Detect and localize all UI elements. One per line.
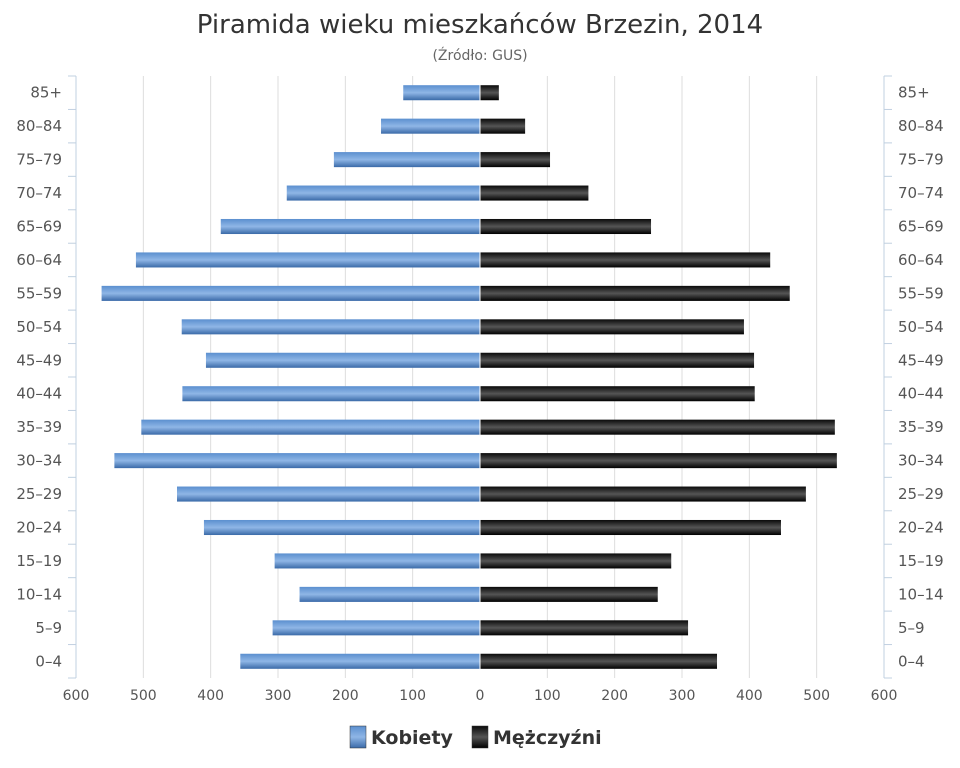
- legend-label[interactable]: Kobiety: [371, 727, 454, 749]
- bar-kobiety[interactable]: [101, 285, 480, 301]
- bar-mezczyzni[interactable]: [480, 319, 744, 335]
- bar-mezczyzni[interactable]: [480, 653, 718, 669]
- bar-kobiety[interactable]: [403, 85, 480, 101]
- bars: [101, 76, 837, 678]
- category-label-left: 15–19: [16, 552, 62, 570]
- x-tick-label: 300: [265, 688, 292, 704]
- category-label-right: 80–84: [898, 117, 944, 135]
- category-label-right: 85+: [898, 84, 930, 102]
- x-tick-label: 200: [332, 688, 359, 704]
- bar-mezczyzni[interactable]: [480, 553, 672, 569]
- bar-mezczyzni[interactable]: [480, 185, 589, 201]
- bar-kobiety[interactable]: [299, 586, 480, 602]
- bar-kobiety[interactable]: [203, 519, 480, 536]
- category-label-right: 30–34: [898, 452, 944, 470]
- bar-kobiety[interactable]: [182, 386, 481, 402]
- chart-title: Piramida wieku mieszkańców Brzezin, 2014: [197, 10, 763, 40]
- bar-mezczyzni[interactable]: [480, 118, 526, 134]
- category-label-left: 20–24: [16, 519, 62, 537]
- category-label-right: 15–19: [898, 552, 944, 570]
- x-tick-label: 600: [63, 688, 90, 704]
- x-tick-label: 0: [476, 688, 485, 704]
- category-label-left: 70–74: [16, 184, 62, 202]
- labels: 600 500 400 300 200 100 0 100 200 300 400 500 600 85+…: [16, 84, 943, 704]
- category-label-right: 0–4: [898, 652, 925, 670]
- legend-label[interactable]: Mężczyźni: [493, 727, 602, 749]
- x-tick-label: 400: [736, 688, 763, 704]
- category-label-right: 50–54: [898, 318, 944, 336]
- bar-kobiety[interactable]: [177, 486, 480, 502]
- bar-mezczyzni[interactable]: [480, 285, 790, 301]
- category-label-right: 70–74: [898, 184, 944, 202]
- category-label-left: 75–79: [16, 151, 62, 169]
- legend-swatch[interactable]: [349, 725, 367, 749]
- x-tick-label: 300: [669, 688, 696, 704]
- x-tick-label: 400: [197, 688, 224, 704]
- bar-mezczyzni[interactable]: [480, 519, 781, 536]
- bar-mezczyzni[interactable]: [480, 352, 755, 368]
- category-label-right: 10–14: [898, 585, 944, 603]
- bar-kobiety[interactable]: [220, 218, 480, 235]
- category-label-right: 60–64: [898, 251, 944, 269]
- category-label-right: 20–24: [898, 519, 944, 537]
- bar-kobiety[interactable]: [286, 185, 480, 201]
- bar-mezczyzni[interactable]: [480, 586, 658, 602]
- x-tick-label: 200: [601, 688, 628, 704]
- x-tick-label: 100: [534, 688, 561, 704]
- category-label-left: 50–54: [16, 318, 62, 336]
- bar-kobiety[interactable]: [274, 553, 480, 569]
- bar-kobiety[interactable]: [381, 118, 480, 134]
- bar-mezczyzni[interactable]: [480, 218, 652, 235]
- x-tick-label: 500: [803, 688, 830, 704]
- category-label-left: 40–44: [16, 385, 62, 403]
- category-label-left: 35–39: [16, 418, 62, 436]
- legend[interactable]: Kobiety Mężczyźni: [349, 725, 602, 749]
- category-label-left: 60–64: [16, 251, 62, 269]
- bar-mezczyzni[interactable]: [480, 85, 499, 101]
- category-label-right: 5–9: [898, 619, 925, 637]
- category-label-left: 45–49: [16, 351, 62, 369]
- x-tick-label: 600: [871, 688, 898, 704]
- bar-kobiety[interactable]: [205, 352, 480, 368]
- bar-mezczyzni[interactable]: [480, 453, 837, 469]
- category-label-right: 25–29: [898, 485, 944, 503]
- category-label-right: 75–79: [898, 151, 944, 169]
- category-label-left: 30–34: [16, 452, 62, 470]
- category-label-right: 45–49: [898, 351, 944, 369]
- category-label-left: 25–29: [16, 485, 62, 503]
- category-label-left: 80–84: [16, 117, 62, 135]
- category-label-left: 65–69: [16, 218, 62, 236]
- bar-kobiety[interactable]: [272, 620, 480, 636]
- bar-mezczyzni[interactable]: [480, 252, 771, 268]
- bar-kobiety[interactable]: [114, 453, 480, 469]
- axes: [68, 75, 892, 679]
- legend-swatch[interactable]: [471, 725, 489, 749]
- x-tick-label: 500: [130, 688, 157, 704]
- category-label-left: 85+: [30, 84, 62, 102]
- bar-kobiety[interactable]: [135, 252, 480, 268]
- category-label-right: 35–39: [898, 418, 944, 436]
- category-label-left: 10–14: [16, 585, 62, 603]
- category-label-right: 55–59: [898, 284, 944, 302]
- bar-mezczyzni[interactable]: [480, 620, 689, 636]
- category-label-left: 0–4: [35, 652, 62, 670]
- category-label-left: 55–59: [16, 284, 62, 302]
- bar-mezczyzni[interactable]: [480, 486, 806, 502]
- category-label-left: 5–9: [35, 619, 62, 637]
- bar-kobiety[interactable]: [240, 653, 480, 669]
- bar-kobiety[interactable]: [141, 419, 480, 435]
- category-label-right: 40–44: [898, 385, 944, 403]
- category-label-right: 65–69: [898, 218, 944, 236]
- bar-kobiety[interactable]: [333, 152, 480, 168]
- bar-kobiety[interactable]: [181, 319, 481, 335]
- bar-mezczyzni[interactable]: [480, 152, 551, 168]
- bar-mezczyzni[interactable]: [480, 386, 755, 402]
- chart-subtitle: (Źródło: GUS): [432, 46, 527, 64]
- x-tick-label: 100: [399, 688, 426, 704]
- bar-mezczyzni[interactable]: [480, 419, 835, 435]
